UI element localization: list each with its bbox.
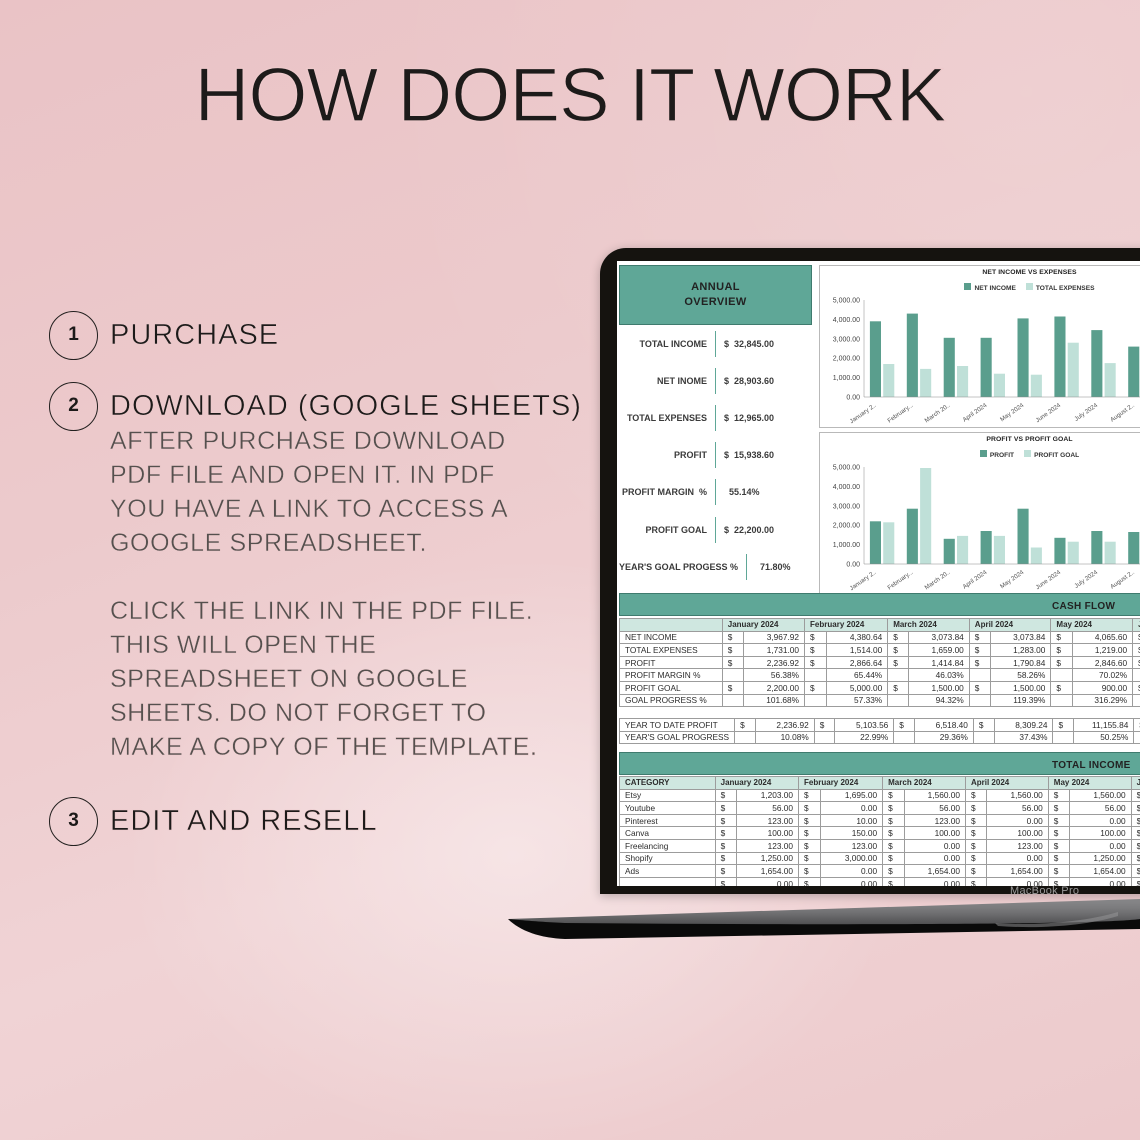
- svg-text:2,000.00: 2,000.00: [833, 356, 860, 363]
- svg-text:5,000.00: 5,000.00: [833, 298, 860, 305]
- svg-text:May 2024: May 2024: [999, 402, 1026, 424]
- svg-text:0.00: 0.00: [846, 395, 860, 402]
- svg-text:March 20..: March 20..: [923, 569, 951, 592]
- svg-text:April 2024: April 2024: [961, 569, 988, 591]
- svg-text:February...: February...: [886, 402, 914, 425]
- svg-text:3,000.00: 3,000.00: [833, 503, 860, 510]
- svg-text:August 2..: August 2..: [1109, 402, 1136, 424]
- svg-text:June 2024: June 2024: [1034, 569, 1062, 592]
- svg-text:4,000.00: 4,000.00: [833, 317, 860, 324]
- svg-text:July 2024: July 2024: [1073, 569, 1099, 590]
- svg-text:1,000.00: 1,000.00: [833, 375, 860, 382]
- svg-text:June 2024: June 2024: [1034, 402, 1062, 425]
- svg-text:4,000.00: 4,000.00: [833, 484, 860, 491]
- svg-text:August 2..: August 2..: [1109, 569, 1136, 591]
- svg-text:January 2..: January 2..: [849, 569, 878, 592]
- svg-text:0.00: 0.00: [846, 562, 860, 569]
- svg-text:May 2024: May 2024: [999, 569, 1026, 591]
- svg-text:July 2024: July 2024: [1073, 402, 1099, 423]
- svg-text:1,000.00: 1,000.00: [833, 542, 860, 549]
- svg-text:March 20..: March 20..: [923, 402, 951, 425]
- svg-text:5,000.00: 5,000.00: [833, 465, 860, 472]
- svg-text:2,000.00: 2,000.00: [833, 523, 860, 530]
- svg-text:February...: February...: [886, 569, 914, 592]
- svg-text:3,000.00: 3,000.00: [833, 336, 860, 343]
- svg-text:April 2024: April 2024: [961, 402, 988, 424]
- svg-text:January 2..: January 2..: [849, 402, 878, 425]
